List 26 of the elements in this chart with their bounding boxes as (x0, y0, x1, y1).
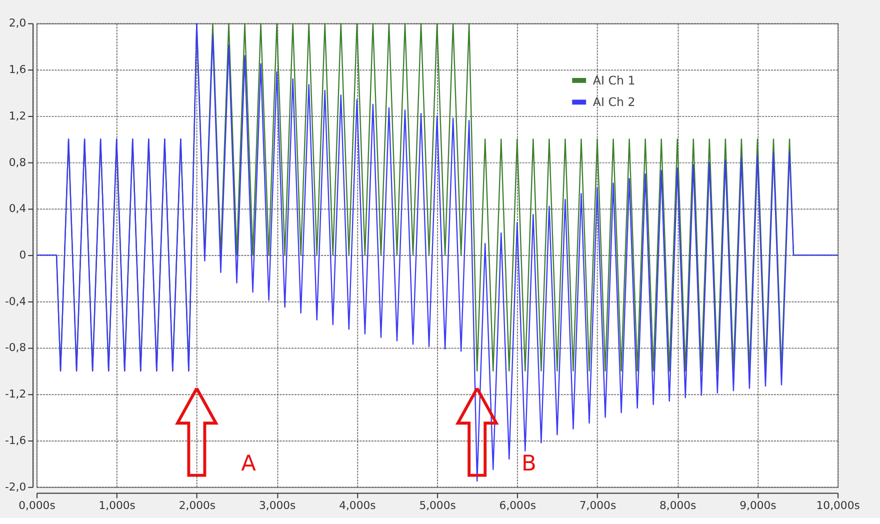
x-tick-label: 1,000s (98, 499, 136, 512)
x-tick-label: 8,000s (660, 499, 697, 512)
y-tick-label: -1,2 (4, 388, 26, 401)
y-tick-label: 1,6 (8, 63, 26, 76)
y-tick-label: 0 (19, 248, 26, 262)
x-tick-label: 9,000s (740, 499, 777, 512)
x-tick-label: 3,000s (258, 499, 296, 512)
y-tick-label: 0,8 (8, 156, 26, 169)
legend-label: AI Ch 1 (592, 73, 636, 88)
y-tick-label: -0,8 (4, 341, 26, 354)
y-tick-label: -1,6 (4, 434, 26, 447)
y-tick-label: 0,4 (8, 202, 26, 216)
y-tick-label: 2,0 (8, 16, 26, 30)
y-tick-label: 1,2 (8, 109, 26, 122)
x-tick-label: 10,000s (816, 499, 860, 512)
x-tick-label: 0,000s (18, 499, 56, 512)
x-tick-label: 2,000s (178, 499, 216, 512)
x-tick-label: 5,000s (419, 499, 456, 512)
annotation: A (241, 451, 256, 476)
x-tick-label: 4,000s (339, 499, 376, 512)
y-tick-label: -0,4 (4, 294, 26, 308)
annotation: B (521, 451, 536, 476)
legend-label: AI Ch 2 (592, 95, 636, 110)
x-tick-label: 7,000s (579, 499, 616, 512)
y-tick-label: -2,0 (4, 480, 26, 494)
x-tick-label: 6,000s (499, 499, 536, 512)
